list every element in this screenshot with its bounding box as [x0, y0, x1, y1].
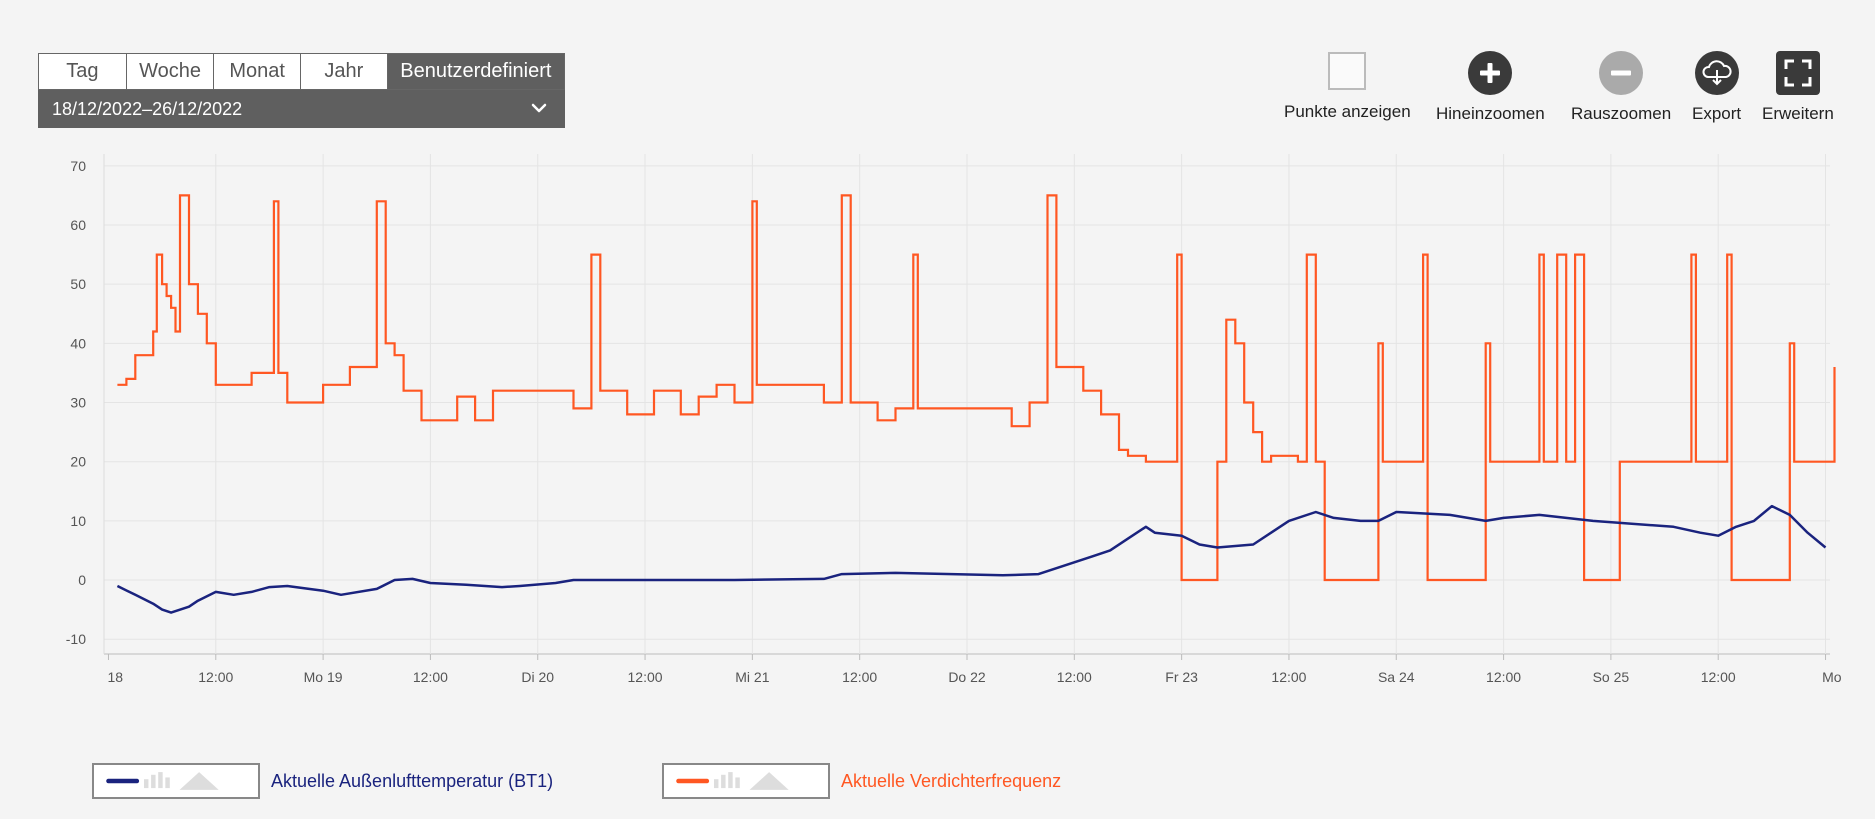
- plus-circle-icon: [1468, 51, 1513, 95]
- series-line-temperature[interactable]: [116, 504, 1827, 614]
- series-line-frequency[interactable]: [117, 194, 1836, 582]
- zoom-in-button[interactable]: Hineinzoomen: [1436, 50, 1545, 124]
- zoom-in-label: Hineinzoomen: [1436, 104, 1545, 123]
- legend-item-temperature[interactable]: Aktuelle Außenlufttemperatur (BT1): [92, 763, 553, 799]
- y-axis-labels: 70 60 50 40 30 20 10 0 -10: [66, 158, 86, 647]
- y-tick-label: 40: [70, 335, 86, 351]
- y-tick-label: 30: [70, 395, 86, 411]
- tab-custom[interactable]: Benutzerdefiniert: [387, 54, 565, 89]
- show-points-label: Punkte anzeigen: [1284, 102, 1411, 121]
- y-tick-label: -10: [66, 631, 86, 647]
- y-tick-label: 20: [70, 454, 86, 470]
- date-range-value: 18/12/2022–26/12/2022: [52, 98, 243, 119]
- x-tick-label: 12:00: [1486, 669, 1521, 685]
- y-tick-label: 10: [70, 513, 86, 529]
- expand-button[interactable]: Erweitern: [1762, 50, 1834, 124]
- minus-circle-icon: [1599, 51, 1644, 95]
- series: [116, 194, 1836, 614]
- show-points-toggle[interactable]: Punkte anzeigen: [1284, 52, 1411, 122]
- legend-item-frequency[interactable]: Aktuelle Verdichterfrequenz: [662, 763, 1061, 799]
- x-tick-label: Di 20: [521, 669, 554, 685]
- x-tick-label: 12:00: [413, 669, 448, 685]
- expand-label: Erweitern: [1762, 104, 1834, 123]
- legend-swatch-temperature: [92, 763, 260, 799]
- x-tick-label: Mo: [1822, 669, 1842, 685]
- legend-label-frequency: Aktuelle Verdichterfrequenz: [841, 770, 1062, 791]
- x-tick-label: Fr 23: [1165, 669, 1198, 685]
- legend-swatch-frequency: [662, 763, 830, 799]
- chart[interactable]: 70 60 50 40 30 20 10 0 -10 18 12:00 Mo 19 12:00 Di 2…: [0, 0, 1875, 700]
- export-button[interactable]: Export: [1692, 50, 1741, 124]
- tab-month[interactable]: Monat: [214, 54, 302, 89]
- zoom-out-label: Rauszoomen: [1571, 104, 1672, 123]
- range-tabs: Tag Woche Monat Jahr Benutzerdefiniert: [38, 53, 565, 90]
- x-tick-label: Mi 21: [735, 669, 769, 685]
- export-label: Export: [1692, 104, 1742, 123]
- y-tick-label: 70: [70, 158, 86, 174]
- tab-day[interactable]: Tag: [39, 54, 127, 89]
- y-tick-label: 0: [78, 572, 86, 588]
- show-points-checkbox[interactable]: [1328, 52, 1367, 90]
- x-tick-label: Mo 19: [304, 669, 343, 685]
- x-tick-label: 12:00: [198, 669, 233, 685]
- x-tick-label: Do 22: [948, 669, 986, 685]
- x-tick-label: 12:00: [1701, 669, 1736, 685]
- chevron-down-icon: [531, 103, 547, 113]
- x-tick-label: 18: [107, 669, 123, 685]
- x-tick-label: So 25: [1593, 669, 1630, 685]
- tab-year[interactable]: Jahr: [301, 54, 388, 89]
- cloud-download-icon: [1694, 51, 1739, 95]
- legend-label-temperature: Aktuelle Außenlufttemperatur (BT1): [271, 770, 554, 791]
- y-tick-label: 60: [70, 217, 86, 233]
- x-tick-label: 12:00: [1057, 669, 1092, 685]
- x-tick-label: Sa 24: [1378, 669, 1415, 685]
- tab-week[interactable]: Woche: [127, 54, 215, 89]
- fullscreen-icon: [1775, 51, 1820, 95]
- y-tick-label: 50: [70, 276, 86, 292]
- x-axis-labels: 18 12:00 Mo 19 12:00 Di 20 12:00 Mi 21 12:00 Do …: [107, 669, 1841, 685]
- zoom-out-button[interactable]: Rauszoomen: [1571, 50, 1671, 124]
- x-tick-label: 12:00: [1271, 669, 1306, 685]
- date-range-select[interactable]: 18/12/2022–26/12/2022: [38, 90, 565, 128]
- x-tick-label: 12:00: [628, 669, 663, 685]
- x-tick-label: 12:00: [842, 669, 877, 685]
